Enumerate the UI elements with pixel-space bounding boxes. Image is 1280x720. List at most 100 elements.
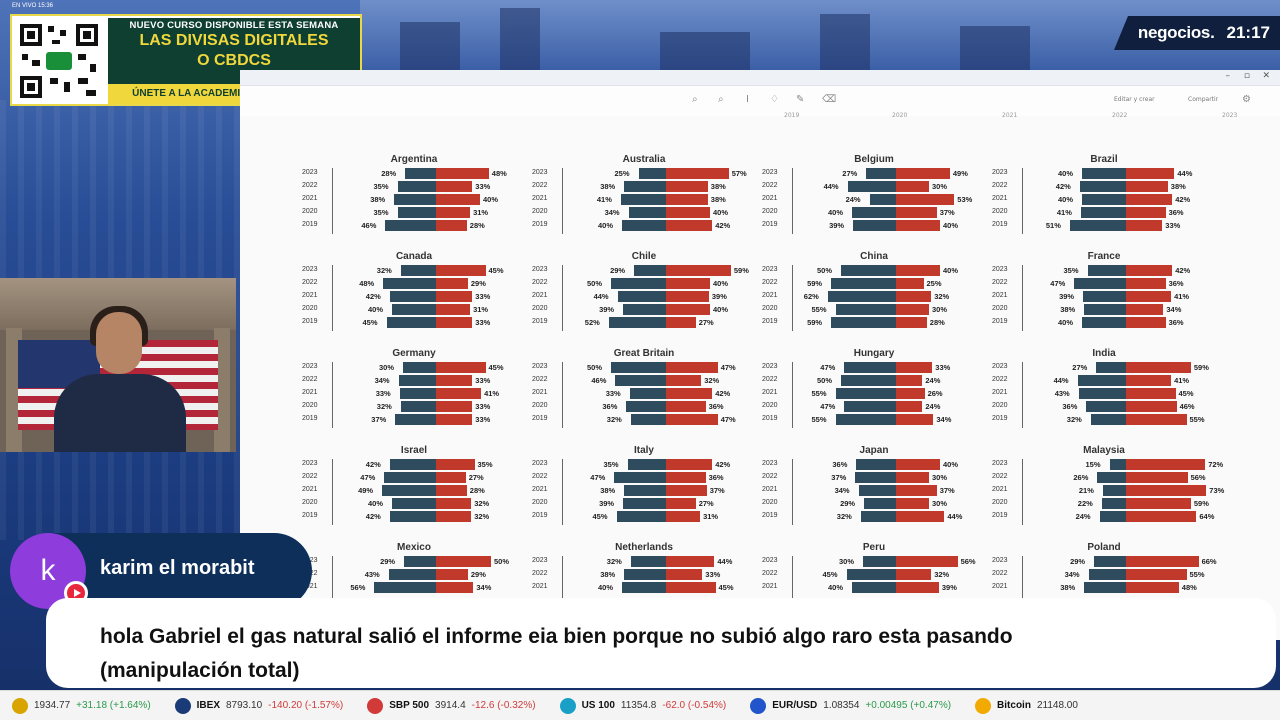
ticker-item: US 100 11354.8 -62.0 (-0.54%) [548, 697, 739, 714]
bar-right [896, 556, 958, 567]
bar-left [404, 556, 436, 567]
value-label-right: 47% [720, 415, 736, 424]
zoom-out-icon[interactable]: ⌕ [718, 94, 724, 105]
value-label-right: 40% [483, 195, 499, 204]
year-tick-label: 2023 [302, 460, 318, 467]
year-tick-label: 2023 [532, 460, 548, 467]
bar-right [896, 472, 929, 483]
bar-left [1074, 278, 1126, 289]
bar-left [1090, 414, 1126, 425]
bar-left [627, 459, 666, 470]
settings-icon[interactable]: ⚙ [1242, 94, 1251, 105]
year-tick-label: 2022 [532, 570, 548, 577]
highlight-icon[interactable]: ♢ [770, 94, 779, 105]
value-label-right: 40% [713, 279, 729, 288]
value-label-right: 27% [468, 473, 484, 482]
year-tick-label: 2021 [762, 583, 778, 590]
country-name: Mexico [397, 542, 431, 553]
chat-username: karim el morabit [100, 557, 255, 579]
country-name: Hungary [853, 348, 895, 359]
year-tick-label: 2023 [532, 557, 548, 564]
value-label-left: 45% [822, 570, 838, 579]
bar-left [389, 291, 436, 302]
promo-line2: LAS DIVISAS DIGITALES [139, 32, 329, 49]
country-panel: Chile 2023 29% 59% 2022 50% 40% 2021 44% 39% 2020 3… [494, 251, 749, 347]
value-label-right: 45% [488, 266, 504, 275]
value-label-left: 32% [376, 402, 392, 411]
value-label-right: 38% [1170, 182, 1186, 191]
country-panel: China 2023 50% 40% 2022 59% 25% 2021 62% 32% 2020 5… [724, 251, 958, 347]
bar-right [436, 317, 473, 328]
axis-line [792, 459, 793, 525]
bar-right [436, 375, 473, 386]
year-tick-label: 2020 [302, 499, 318, 506]
value-label-left: 30% [839, 557, 855, 566]
value-label-right: 41% [1174, 292, 1190, 301]
value-label-right: 42% [715, 460, 731, 469]
year-tick-label: 2022 [532, 182, 548, 189]
value-label-left: 36% [832, 460, 848, 469]
value-label-right: 59% [1193, 499, 1209, 508]
year-tick-label: 2021 [532, 583, 548, 590]
minimize-icon[interactable]: – [1225, 71, 1231, 81]
bar-right [896, 194, 955, 205]
zoom-in-icon[interactable]: ⌕ [692, 94, 698, 105]
value-label-left: 46% [361, 221, 377, 230]
year-tick-label: 2019 [532, 512, 548, 519]
country-name: India [1092, 348, 1116, 359]
bar-left [858, 485, 896, 496]
bar-right [896, 317, 927, 328]
bar-left [835, 414, 896, 425]
value-label-left: 47% [820, 363, 836, 372]
value-label-right: 37% [709, 486, 725, 495]
country-chart-grid: Argentina 2023 28% 48% 2022 35% 33% 2021 38% 40% 2… [240, 116, 1280, 640]
value-label-right: 56% [1190, 473, 1206, 482]
bar-right [1126, 317, 1166, 328]
value-label-left: 40% [828, 583, 844, 592]
bar-left [626, 401, 666, 412]
value-label-right: 28% [469, 486, 485, 495]
promo-banner[interactable]: NUEVO CURSO DISPONIBLE ESTA SEMANA LAS D… [10, 14, 362, 106]
bar-right [666, 472, 706, 483]
bar-left [853, 220, 896, 231]
value-label-left: 47% [360, 473, 376, 482]
year-tick-label: 2019 [532, 221, 548, 228]
bar-left [1083, 291, 1126, 302]
bar-left [1084, 304, 1126, 315]
bar-right [666, 459, 713, 470]
bar-right [896, 220, 940, 231]
year-tick-label: 2019 [532, 415, 548, 422]
country-panel: Peru 2023 30% 56% 2022 45% 32% 2021 40% 39% [724, 542, 976, 638]
erase-icon[interactable]: ⌫ [822, 94, 837, 105]
export-button[interactable]: Compartir [1188, 96, 1219, 103]
value-label-right: 27% [698, 499, 714, 508]
share-button[interactable]: Editar y crear [1114, 96, 1155, 103]
value-label-right: 26% [927, 389, 943, 398]
year-tick-label: 2023 [762, 557, 778, 564]
ticker-value: 1934.77 [34, 700, 71, 711]
bar-left [1084, 582, 1126, 593]
bar-left [616, 511, 666, 522]
bar-right [896, 291, 932, 302]
ticker-item: Bitcoin 21148.00 [963, 697, 1090, 714]
ticker-symbol: IBEX [196, 700, 220, 711]
bar-right [1126, 265, 1173, 276]
value-label-right: 40% [713, 208, 729, 217]
close-icon[interactable]: ✕ [1262, 71, 1270, 81]
country-name: Canada [395, 251, 433, 262]
year-tick-label: 2023 [762, 169, 778, 176]
year-tick-label: 2023 [532, 169, 548, 176]
value-label-right: 29% [470, 570, 486, 579]
country-name: Germany [392, 348, 436, 359]
value-label-left: 47% [590, 473, 606, 482]
text-icon[interactable]: I [746, 94, 749, 105]
draw-icon[interactable]: ✎ [796, 94, 805, 105]
ticker-item: SBP 500 3914.4 -12.6 (-0.32%) [355, 697, 547, 714]
bar-right [666, 485, 707, 496]
year-tick-label: 2022 [302, 473, 318, 480]
value-label-left: 36% [1062, 402, 1078, 411]
maximize-icon[interactable]: ▫ [1243, 71, 1250, 81]
year-tick-label: 2023 [532, 266, 548, 273]
bar-left [614, 472, 666, 483]
bar-left [386, 317, 436, 328]
